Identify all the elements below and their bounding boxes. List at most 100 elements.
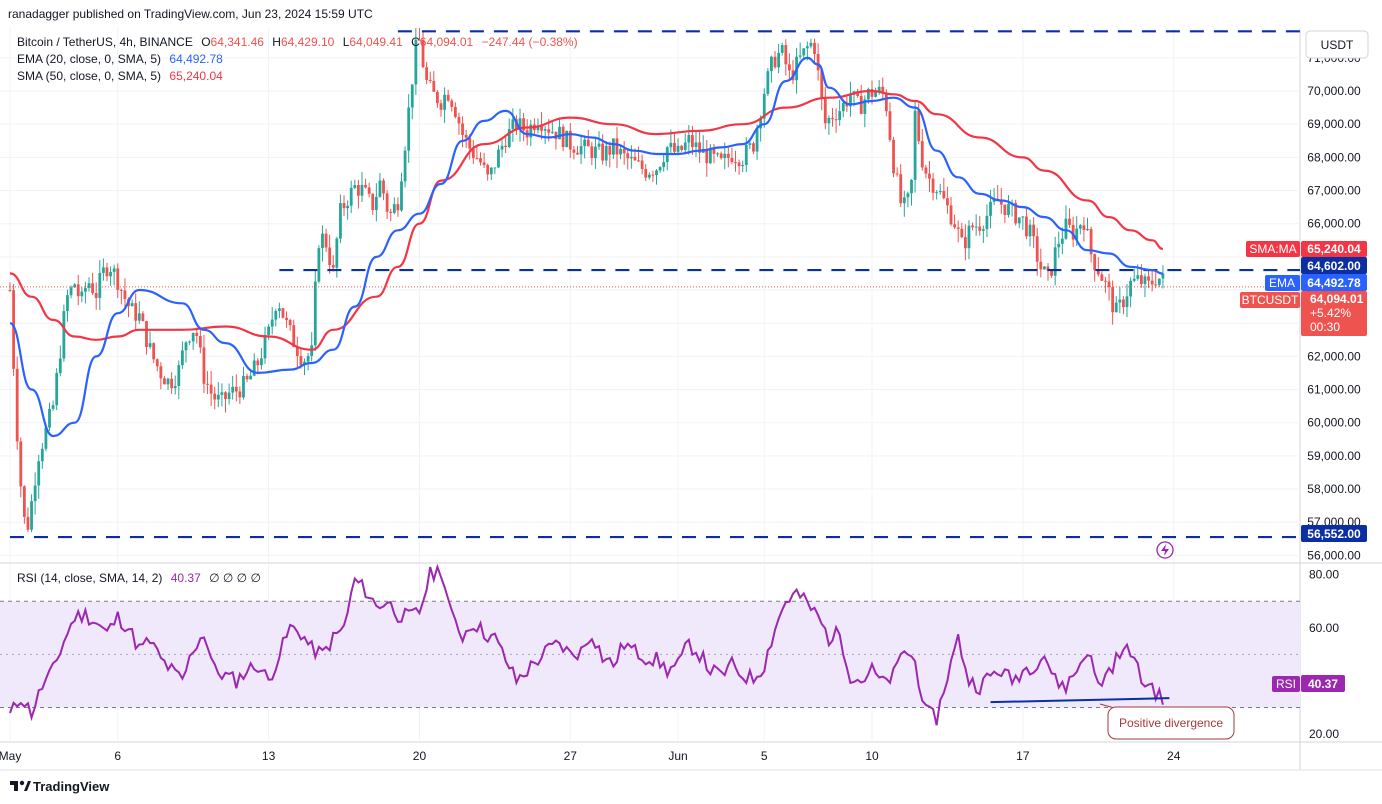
candle-body xyxy=(694,142,698,147)
price-name-badge xyxy=(1240,292,1300,308)
rsi-line[interactable] xyxy=(9,564,1164,726)
candle-body xyxy=(590,146,594,159)
candle-body xyxy=(637,160,640,162)
legend-symbol: Bitcoin / TetherUS, 4h, BINANCE xyxy=(17,35,193,49)
candle-body xyxy=(206,383,209,385)
candle-body xyxy=(989,201,992,216)
candle-body xyxy=(371,193,375,210)
candle-body xyxy=(148,343,152,347)
candle-body xyxy=(145,321,148,347)
candle-body xyxy=(26,516,30,530)
candle-body xyxy=(1025,216,1028,237)
candle-body xyxy=(51,405,55,409)
candle-body xyxy=(443,94,446,110)
candle-body xyxy=(712,147,716,154)
legend-ema[interactable]: EMA (20, close, 0, SMA, 5) 64,492.78 xyxy=(17,52,223,66)
currency-label: USDT xyxy=(1321,38,1354,52)
candle-body xyxy=(216,394,220,400)
candle-body xyxy=(619,148,622,155)
candle-body xyxy=(385,193,389,212)
price-change-text: +5.42% xyxy=(1310,306,1351,320)
candle-body xyxy=(1154,284,1158,286)
candle-body xyxy=(414,39,418,85)
candle-body xyxy=(382,180,385,194)
legend-c-label: C xyxy=(411,35,420,49)
candle-body xyxy=(809,42,813,47)
legend-ema-value: 64,492.78 xyxy=(169,52,223,66)
price-pane[interactable] xyxy=(0,28,1300,562)
candle-body xyxy=(813,42,816,54)
candle-body xyxy=(475,158,479,160)
candle-body xyxy=(184,342,188,351)
price-tick-label: 58,000.00 xyxy=(1307,482,1361,496)
sma-value-badge xyxy=(1301,241,1367,257)
ema-name-text: EMA xyxy=(1269,276,1295,290)
price-value-badge xyxy=(1301,291,1367,336)
candle-body xyxy=(1043,266,1046,270)
candle-body xyxy=(931,178,935,193)
candle-body xyxy=(163,378,166,385)
candle-body xyxy=(1086,228,1089,231)
candle-body xyxy=(831,117,834,120)
candle-body xyxy=(1111,287,1115,313)
candle-body xyxy=(902,197,906,204)
candle-body xyxy=(870,88,874,97)
candle-body xyxy=(773,56,777,68)
legend-change: −247.44 (−0.38%) xyxy=(482,35,578,49)
tradingview-logo[interactable]: TradingView xyxy=(10,779,110,794)
grid xyxy=(0,28,1300,742)
candle-body xyxy=(356,185,360,196)
candle-body xyxy=(511,119,515,130)
price-tick-label: 56,000.00 xyxy=(1307,548,1361,562)
time-tick-label: 10 xyxy=(865,749,879,763)
rsi-value-badge xyxy=(1301,675,1345,692)
candle-body xyxy=(1046,266,1050,271)
candle-body xyxy=(787,64,791,71)
candle-body xyxy=(780,45,784,53)
main-legend[interactable]: Bitcoin / TetherUS, 4h, BINANCE O64,341.… xyxy=(17,35,578,585)
candle-body xyxy=(105,267,109,277)
candle-body xyxy=(238,391,242,398)
candle-body xyxy=(981,229,985,231)
candle-body xyxy=(691,135,694,147)
candle-body xyxy=(629,156,633,159)
ema-line[interactable] xyxy=(9,56,1163,438)
candle-body xyxy=(1060,238,1064,244)
candle-body xyxy=(1075,228,1079,240)
divergence-annotation[interactable]: Positive divergence xyxy=(1099,703,1235,740)
candle-body xyxy=(730,157,734,163)
ema-value-text: 64,492.78 xyxy=(1307,276,1361,290)
currency-button[interactable]: USDT xyxy=(1305,30,1369,59)
candle-body xyxy=(820,70,824,99)
candle-body xyxy=(364,184,367,188)
candle-body xyxy=(834,119,838,121)
candle-body xyxy=(101,267,105,273)
candle-body xyxy=(152,343,156,360)
candle-body xyxy=(389,211,393,213)
candle-body xyxy=(558,126,561,140)
candles xyxy=(8,28,1165,533)
candle-body xyxy=(425,67,429,80)
legend-rsi-label: RSI (14, close, SMA, 14, 2) xyxy=(17,571,162,585)
horizontal-levels[interactable] xyxy=(10,30,1300,539)
candle-body xyxy=(410,84,414,108)
candle-body xyxy=(777,52,781,68)
divergence-trendline[interactable] xyxy=(990,697,1170,704)
candle-body xyxy=(281,308,285,318)
candle-body xyxy=(1082,225,1086,231)
candle-body xyxy=(1125,296,1129,308)
legend-rsi[interactable]: RSI (14, close, SMA, 14, 2) 40.37 ∅ ∅ ∅ … xyxy=(17,571,261,585)
candle-body xyxy=(726,153,730,158)
legend-sma[interactable]: SMA (50, close, 0, SMA, 5) 65,240.04 xyxy=(17,69,223,83)
candle-body xyxy=(69,287,73,296)
price-value-text: 64,094.01 xyxy=(1310,292,1364,306)
candle-body xyxy=(604,145,608,161)
price-tick-label: 68,000.00 xyxy=(1307,150,1361,164)
candle-body xyxy=(33,485,37,502)
candle-body xyxy=(640,160,644,170)
candle-body xyxy=(98,272,102,298)
sma-line[interactable] xyxy=(9,89,1164,351)
candle-body xyxy=(967,225,971,249)
alert-lightning-icon[interactable] xyxy=(1156,541,1174,559)
